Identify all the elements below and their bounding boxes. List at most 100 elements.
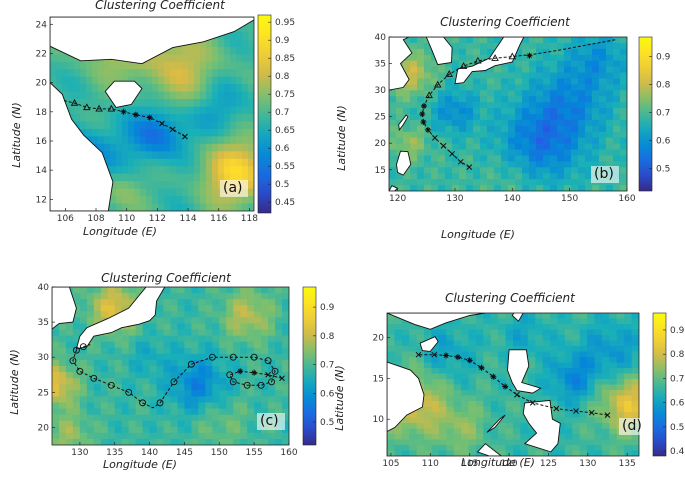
track-marker-star: [443, 352, 450, 359]
colorbar-tick-label: 0.65: [275, 126, 295, 136]
landmass: [387, 313, 425, 456]
colorbar-tick-label: 0.9: [275, 36, 290, 46]
x-tick-label: 116: [210, 214, 227, 224]
track-marker-star: [419, 111, 426, 117]
track-marker-cross: [573, 408, 579, 414]
x-tick-label: 105: [382, 459, 399, 469]
colorbar-tick-label: 0.6: [275, 144, 290, 154]
x-tick-label: 140: [141, 448, 158, 458]
track-marker-star: [478, 364, 485, 371]
track-marker-circle: [76, 367, 84, 375]
storm-track-line: [418, 354, 608, 416]
colorbar-tick-label: 0.7: [320, 361, 334, 371]
track-marker-star: [237, 368, 244, 375]
track-marker-circle: [90, 374, 98, 382]
colorbar-tick-label: 0.6: [320, 389, 335, 399]
track-marker-triangle: [107, 104, 116, 112]
landmass: [398, 114, 409, 132]
colorbar-tick-label: 0.7: [656, 109, 670, 119]
panel-label: (c): [260, 413, 279, 429]
colorbar-tick-label: 0.9: [656, 53, 671, 63]
track-marker-cross: [415, 351, 422, 358]
y-axis-label: Latitude (N): [8, 349, 21, 415]
landmass: [387, 313, 486, 330]
x-tick-label: 135: [106, 448, 123, 458]
track-marker-circle: [250, 353, 258, 361]
x-tick-label: 135: [619, 459, 636, 469]
colorbar-tick-label: 0.4: [670, 447, 685, 457]
y-tick-label: 40: [38, 283, 50, 293]
track-marker-triangle: [491, 54, 499, 61]
y-tick-label: 20: [373, 334, 385, 344]
colorbar-tick-label: 0.85: [275, 54, 295, 64]
y-axis-label: Latitude (N): [333, 365, 346, 431]
y-tick-label: 20: [375, 139, 387, 149]
track-marker-cross: [588, 409, 595, 416]
y-tick-label: 24: [36, 20, 48, 30]
track-marker-circle: [69, 357, 77, 365]
x-tick-label: 140: [504, 194, 521, 204]
colorbar-tick-label: 0.8: [275, 72, 290, 82]
track-marker-circle: [107, 381, 115, 389]
track-marker-star: [424, 126, 431, 133]
y-tick-label: 30: [375, 86, 387, 96]
y-tick-label: 12: [36, 195, 47, 205]
track-marker-cross: [182, 133, 188, 140]
x-axis-label: Longitude (E): [461, 456, 535, 469]
y-tick-label: 25: [38, 388, 49, 398]
track-marker-cross: [457, 158, 464, 165]
track-marker-cross: [432, 135, 438, 141]
colorbar-tick-label: 0.75: [275, 90, 295, 100]
track-marker-circle: [264, 357, 272, 365]
track-marker-cross: [514, 391, 520, 398]
landmass: [396, 150, 412, 176]
landmass: [52, 287, 77, 330]
landmass: [50, 81, 114, 211]
colorbar-tick-label: 0.8: [320, 332, 335, 342]
x-tick-label: 130: [71, 448, 88, 458]
y-tick-label: 40: [375, 33, 387, 43]
track-marker-circle: [79, 343, 87, 351]
colorbar-tick-label: 0.5: [320, 418, 334, 428]
track-marker-cross: [604, 412, 611, 418]
track-marker-cross: [529, 400, 536, 406]
y-tick-label: 22: [36, 49, 47, 59]
y-tick-label: 15: [373, 374, 384, 384]
track-marker-star: [120, 108, 127, 115]
x-tick-label: 160: [280, 448, 297, 458]
colorbar-tick-label: 0.5: [670, 423, 684, 433]
panel-label: (a): [223, 180, 243, 196]
track-marker-circle: [243, 381, 251, 389]
landmass: [511, 313, 524, 322]
track-marker-circle: [229, 353, 237, 361]
colorbar-tick-label: 0.45: [275, 198, 295, 208]
heatmap-panel-4: 105 110 115 120 125 130 135 10 15 20 0.4 0.5 0.6 0.7 0…: [333, 291, 685, 469]
track-marker-star: [251, 369, 258, 376]
landmass: [507, 349, 542, 394]
colorbar-tick-label: 0.9: [670, 326, 685, 336]
heat-field: [50, 17, 254, 211]
x-tick-label: 150: [211, 448, 228, 458]
track-marker-star: [146, 114, 153, 121]
track-marker-cross: [440, 143, 447, 149]
y-tick-label: 16: [36, 137, 48, 147]
heat-field: [52, 287, 289, 445]
x-tick-label: 155: [246, 448, 263, 458]
landmass: [476, 443, 502, 456]
x-tick-label: 120: [500, 459, 517, 469]
x-axis-label: Longitude (E): [441, 228, 515, 241]
colorbar-tick-label: 0.6: [670, 399, 685, 409]
track-marker-circle: [226, 371, 234, 379]
x-tick-label: 112: [149, 214, 166, 224]
heat-field: [387, 313, 639, 456]
track-marker-circle: [271, 367, 279, 375]
colorbar: [652, 312, 667, 457]
y-tick-label: 20: [38, 423, 50, 433]
colorbar-tick-label: 0.8: [656, 81, 671, 91]
track-marker-star: [466, 357, 473, 364]
track-marker-circle: [257, 381, 265, 389]
landmass: [75, 287, 166, 350]
axes-frame: [51, 286, 290, 446]
track-marker-circle: [268, 378, 276, 386]
track-marker-star: [526, 52, 533, 59]
